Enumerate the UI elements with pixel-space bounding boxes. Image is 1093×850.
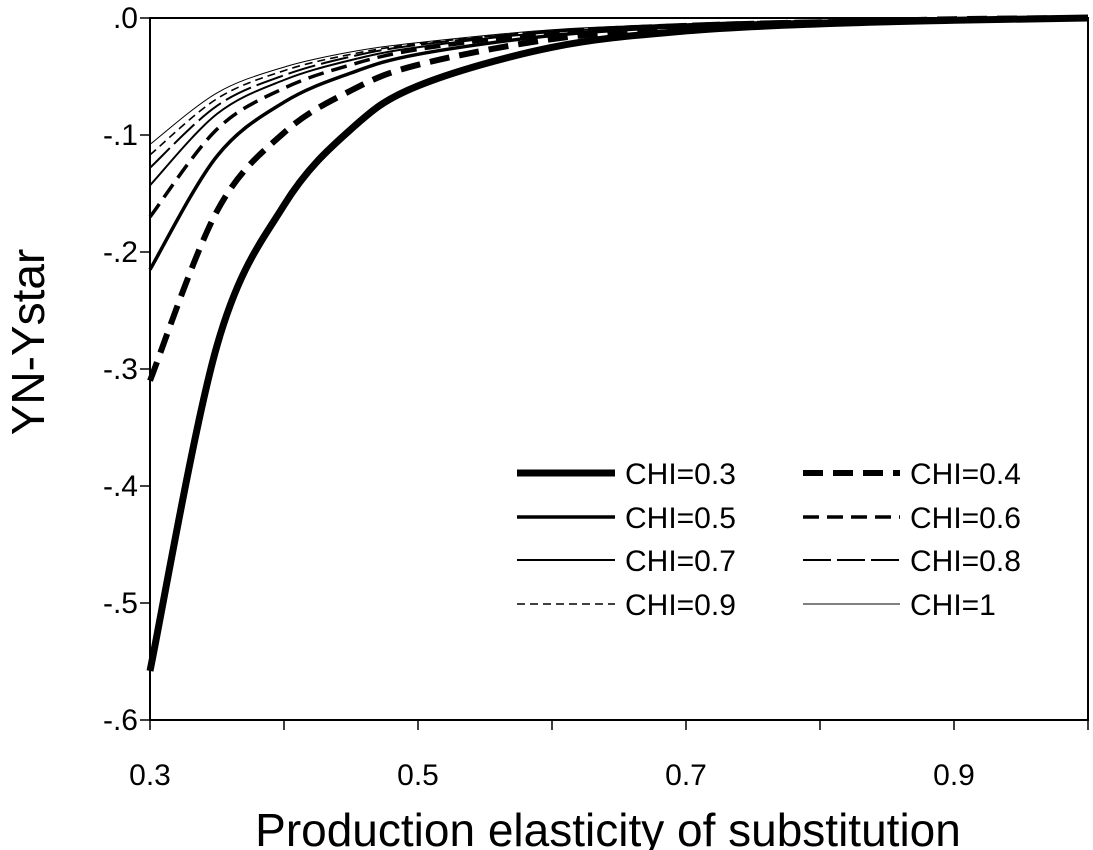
series-line-chi-1 <box>149 17 1089 145</box>
legend: CHI=0.3 CHI=0.4 CHI=0.5 CHI=0.6 CHI=0.7 CHI=0… <box>517 458 1021 622</box>
x-axis-label: Production elasticity of substitution <box>255 804 961 850</box>
legend-label-chi-0-8: CHI=0.8 <box>910 545 1021 578</box>
legend-label-chi-0-3: CHI=0.3 <box>625 458 736 491</box>
series-line-chi-0-7 <box>149 17 1089 186</box>
y-axis-label: YN-Ystar <box>2 249 54 436</box>
series-layer <box>146 14 1089 672</box>
x-tick-label: 0.3 <box>129 759 171 792</box>
y-axis-ticks: .0 -.1 -.2 -.3 -.4 -.5 -.6 <box>103 2 150 737</box>
legend-label-chi-1: CHI=1 <box>910 589 996 622</box>
legend-label-chi-0-9: CHI=0.9 <box>625 589 736 622</box>
y-tick-label: -.4 <box>103 470 138 503</box>
y-tick-label: .0 <box>113 2 138 35</box>
legend-label-chi-0-4: CHI=0.4 <box>910 458 1021 491</box>
y-tick-label: -.3 <box>103 353 138 386</box>
series-line-chi-0-6 <box>148 16 1089 218</box>
x-tick-label: 0.9 <box>933 759 975 792</box>
y-tick-label: -.5 <box>103 587 138 620</box>
legend-label-chi-0-7: CHI=0.7 <box>625 545 736 578</box>
series-line-chi-0-5 <box>148 16 1089 271</box>
x-tick-label: 0.5 <box>397 759 439 792</box>
legend-label-chi-0-5: CHI=0.5 <box>625 502 736 535</box>
y-tick-label: -.6 <box>103 704 138 737</box>
x-axis-ticks: 0.3 0.5 0.7 0.9 <box>129 720 1089 792</box>
y-tick-label: -.2 <box>103 236 138 269</box>
legend-label-chi-0-6: CHI=0.6 <box>910 502 1021 535</box>
x-tick-label: 0.7 <box>665 759 707 792</box>
y-tick-label: -.1 <box>103 119 138 152</box>
